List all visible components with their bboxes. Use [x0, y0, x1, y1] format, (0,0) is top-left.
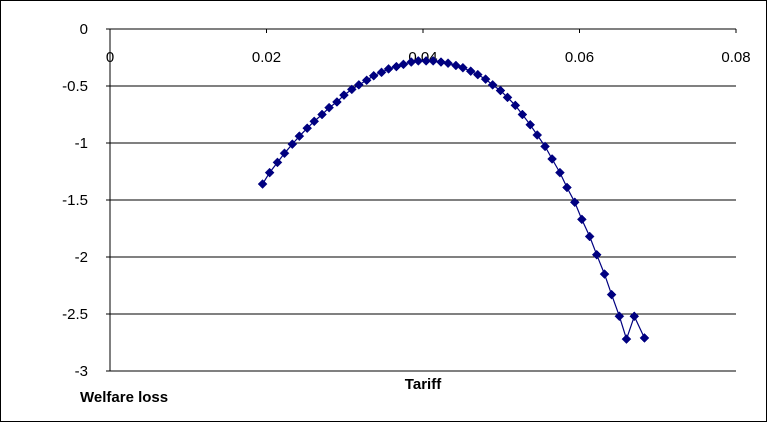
data-point-36	[525, 119, 536, 130]
data-point-40	[555, 167, 565, 178]
data-point-43	[576, 214, 587, 225]
data-point-7	[309, 116, 320, 127]
data-point-37	[532, 130, 543, 140]
data-point-27	[458, 62, 468, 73]
series-line-0	[262, 60, 645, 342]
data-point-41	[562, 182, 572, 193]
axes	[106, 28, 737, 372]
data-point-16	[376, 67, 387, 78]
data-point-14	[361, 75, 372, 86]
data-point-25	[443, 58, 453, 69]
data-point-45	[591, 249, 602, 260]
data-point-28	[465, 66, 476, 77]
x-tick-label-4: 0.08	[721, 49, 750, 66]
data-point-42	[569, 197, 580, 208]
data-point-5	[294, 131, 305, 142]
series-layer	[257, 56, 650, 344]
data-point-46	[599, 269, 610, 279]
y-tick-label-5: -2.5	[62, 306, 88, 323]
data-point-50	[629, 311, 640, 322]
data-point-38	[540, 141, 550, 152]
data-point-29	[472, 69, 483, 80]
data-point-9	[324, 102, 334, 113]
data-point-51	[639, 333, 650, 343]
tick-labels: 0-0.5-1-1.5-2-2.5-30 0.02 0.04 0.06 0.08	[62, 21, 750, 380]
y-tick-label-1: -0.5	[62, 78, 88, 95]
data-point-48	[614, 311, 625, 322]
data-point-0	[257, 179, 268, 189]
data-point-1	[264, 167, 275, 178]
data-point-15	[368, 70, 379, 81]
data-point-19	[398, 59, 409, 70]
y-tick-label-2: -1	[75, 135, 88, 152]
y-tick-label-3: -1.5	[62, 192, 88, 209]
data-point-13	[353, 80, 364, 90]
data-point-39	[547, 154, 557, 164]
data-point-24	[436, 57, 446, 67]
data-point-8	[317, 109, 327, 120]
data-point-2	[272, 157, 283, 168]
y-axis-title: Welfare loss	[80, 389, 168, 406]
data-point-22	[421, 56, 431, 66]
data-point-6	[302, 123, 313, 134]
x-tick-label-3: 0.06	[565, 49, 594, 66]
x-axis-title: Tariff	[405, 376, 442, 393]
x-tick-label-1: 0.02	[252, 49, 281, 66]
data-point-30	[480, 74, 491, 85]
data-point-10	[332, 97, 342, 107]
gridlines	[110, 28, 736, 372]
data-point-34	[510, 100, 521, 111]
data-point-21	[413, 56, 424, 66]
data-point-17	[383, 64, 394, 74]
data-point-47	[606, 289, 617, 300]
data-point-23	[428, 56, 439, 66]
y-tick-label-4: -2	[75, 249, 88, 266]
data-point-3	[279, 148, 290, 159]
x-tick-label-0: 0	[106, 49, 114, 66]
data-point-11	[339, 90, 349, 100]
data-point-31	[487, 80, 498, 90]
data-point-32	[495, 85, 506, 96]
data-point-33	[502, 92, 513, 103]
data-point-4	[287, 139, 298, 149]
data-point-49	[621, 334, 632, 344]
y-tick-label-6: -3	[75, 363, 88, 380]
data-point-35	[517, 109, 528, 120]
y-tick-label-0: 0	[80, 21, 88, 38]
data-point-44	[584, 231, 595, 242]
data-point-12	[346, 84, 357, 95]
